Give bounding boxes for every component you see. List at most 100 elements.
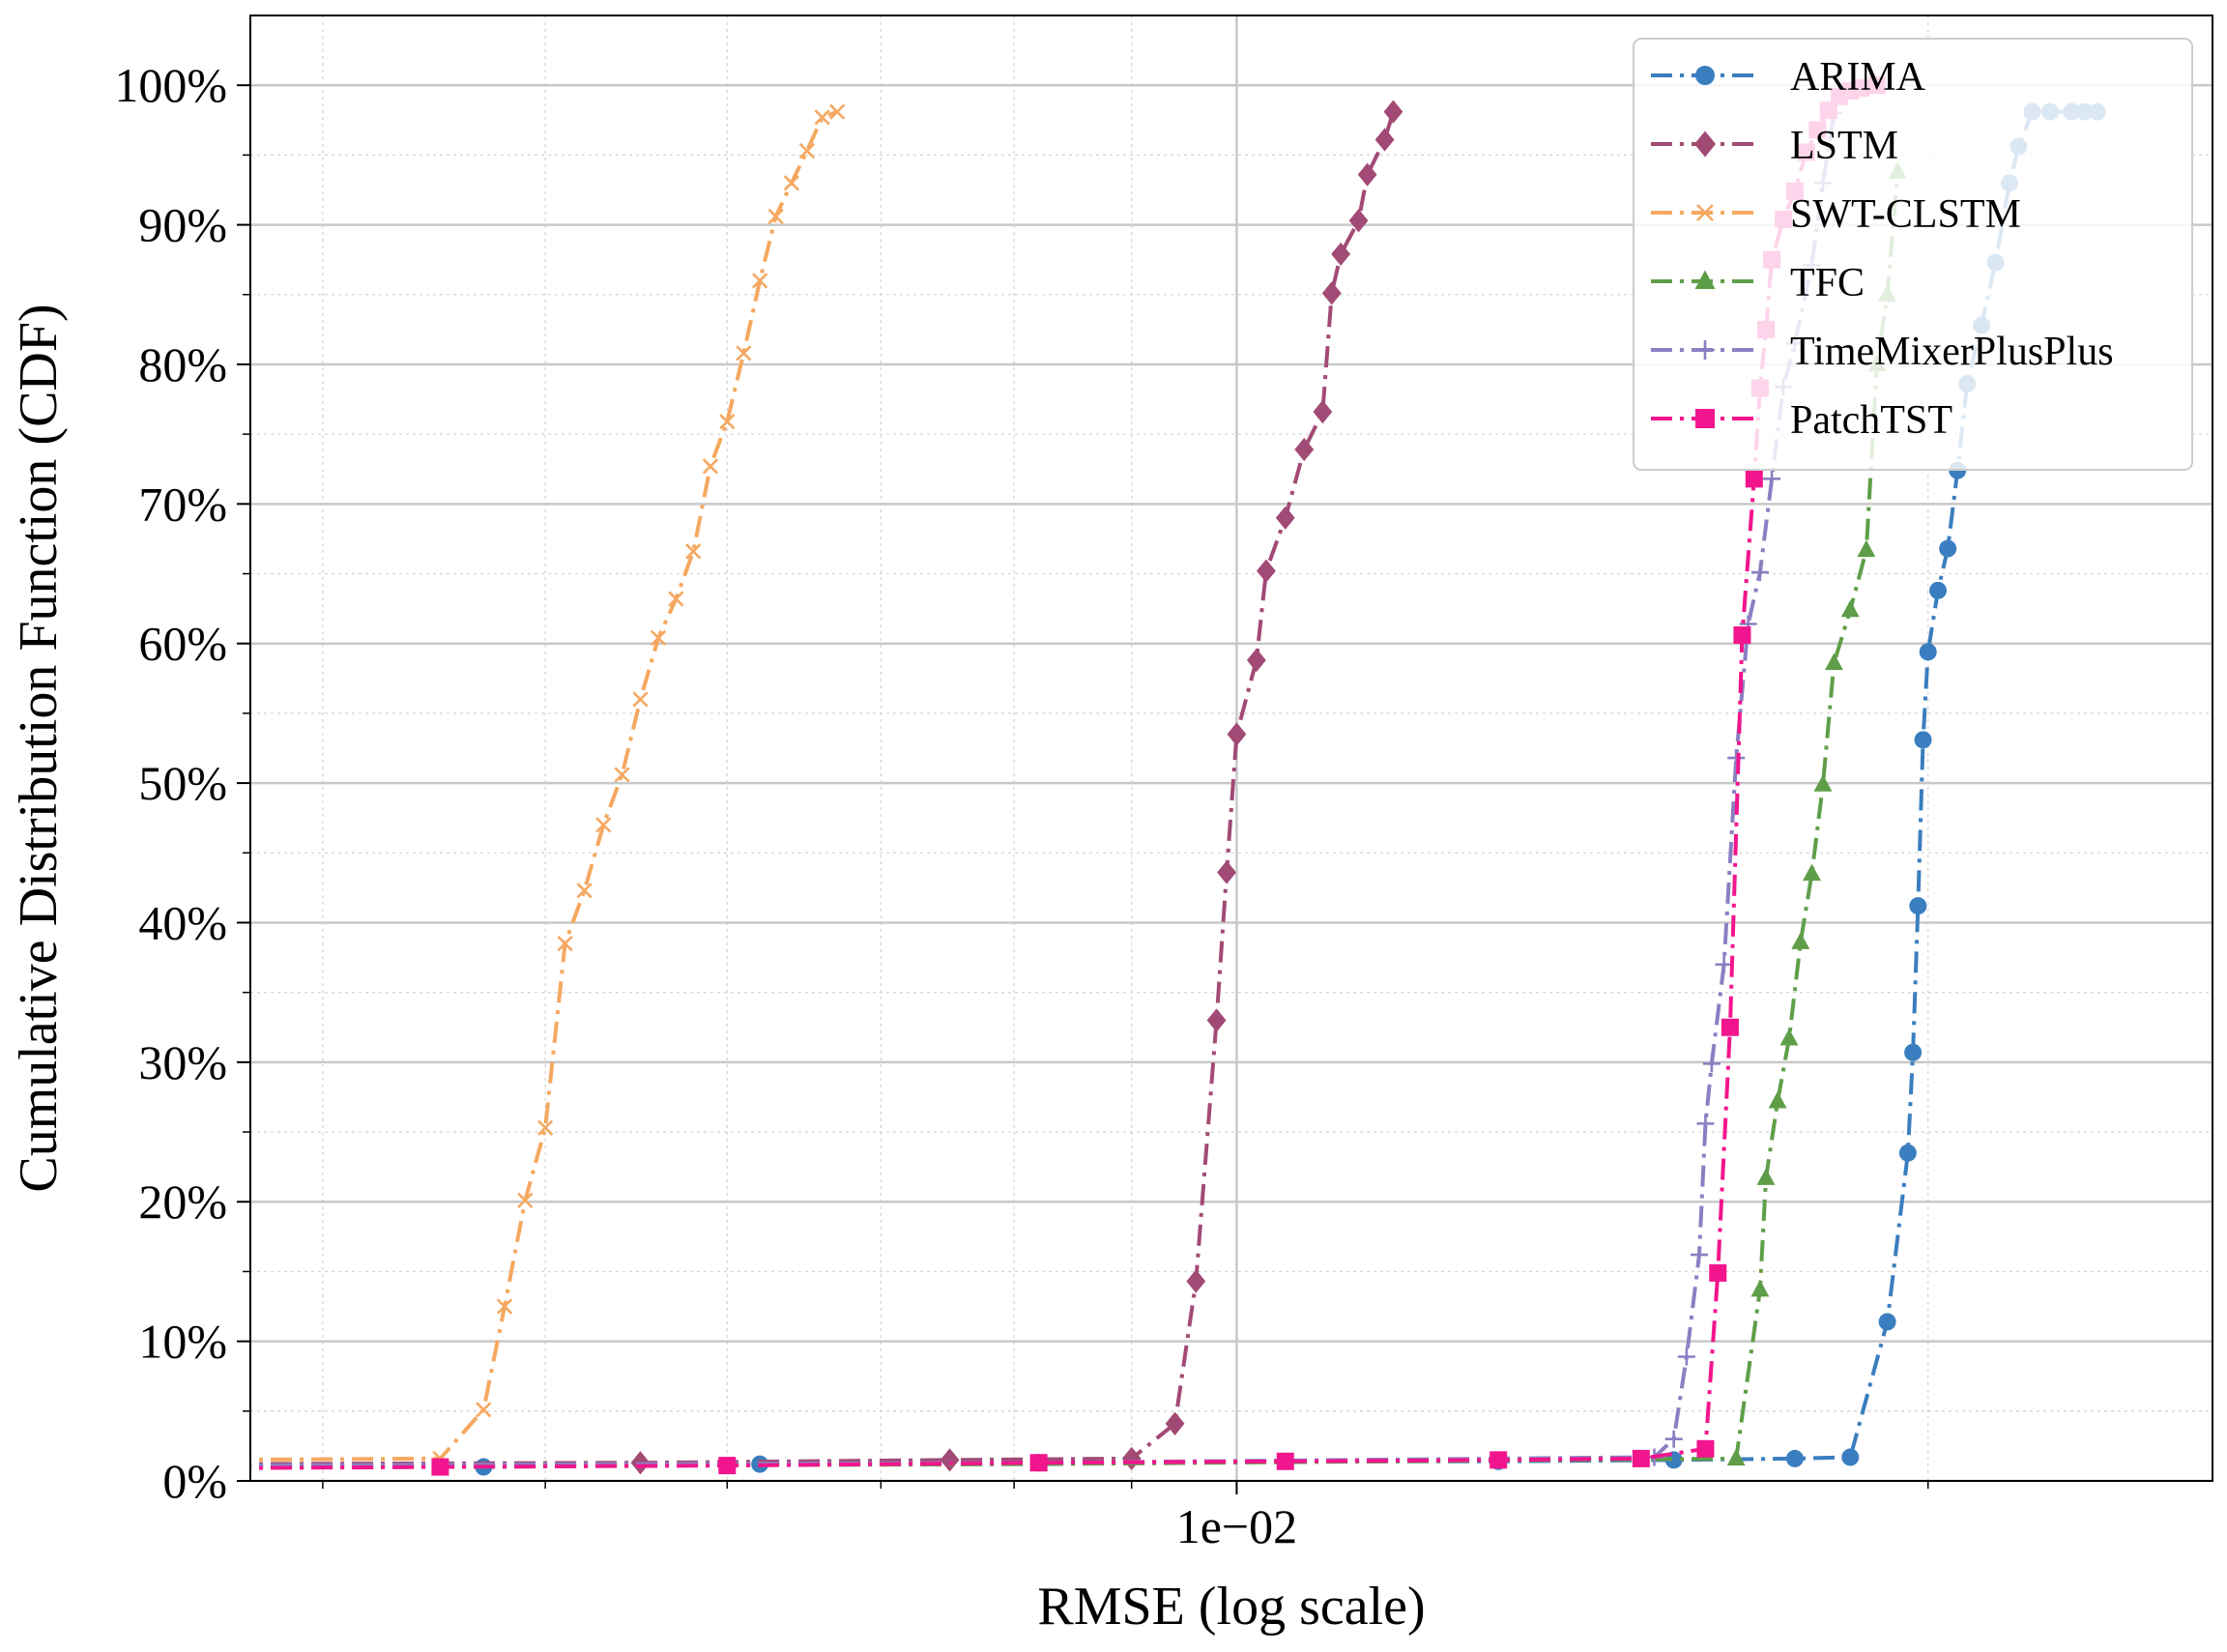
data-point: [496, 1298, 513, 1315]
data-point: [1813, 774, 1833, 792]
data-point: [1276, 1452, 1294, 1470]
data-point: [1696, 1439, 1715, 1458]
data-point: [595, 817, 612, 833]
series-swt-clstm: [250, 103, 846, 1467]
data-point-stroke: [668, 591, 684, 607]
y-tick-label: 50%: [138, 756, 227, 810]
data-point: [1904, 1043, 1923, 1061]
data-point: [1898, 1144, 1917, 1162]
data-point: [1632, 1449, 1650, 1467]
data-point-stroke: [767, 208, 784, 225]
y-tick-label: 40%: [138, 895, 227, 949]
data-point: [1756, 1168, 1776, 1185]
data-point: [1331, 242, 1351, 267]
data-point: [1664, 1430, 1683, 1448]
legend-entry: SWT-CLSTM: [1651, 192, 2021, 237]
y-tick-label: 80%: [138, 337, 227, 391]
data-point: [1695, 340, 1715, 360]
data-point: [1763, 470, 1781, 488]
data-point: [1726, 1448, 1746, 1466]
data-point: [1779, 1028, 1799, 1046]
data-point: [1878, 1313, 1896, 1331]
data-point: [1785, 1449, 1804, 1467]
data-point: [1383, 100, 1403, 124]
data-point: [1694, 130, 1716, 158]
data-point: [517, 1192, 534, 1208]
data-point: [1227, 722, 1247, 746]
data-point: [1939, 539, 1957, 558]
data-point: [798, 142, 816, 159]
legend-label: TimeMixerPlusPlus: [1790, 330, 2114, 374]
data-point: [1841, 1448, 1860, 1466]
data-point: [1914, 731, 1932, 749]
data-point: [1791, 932, 1810, 949]
y-tick-label: 0%: [162, 1454, 227, 1508]
data-point: [718, 1457, 737, 1475]
legend: ARIMA LSTM SWT-CLSTM TFC TimeMixerPlusPlus Pa…: [1633, 38, 2193, 471]
data-point-stroke: [537, 1119, 554, 1136]
y-tick-label: 70%: [138, 477, 227, 531]
data-point: [1768, 1090, 1787, 1109]
data-point: [576, 883, 593, 899]
y-tick-label: 30%: [138, 1035, 227, 1089]
data-point: [1928, 581, 1947, 599]
data-point: [537, 1119, 554, 1136]
data-point: [1206, 1008, 1227, 1032]
data-point-stroke: [476, 1402, 492, 1418]
data-point: [632, 691, 649, 708]
data-point: [1694, 270, 1716, 289]
data-point-stroke: [595, 817, 612, 833]
data-point-stroke: [814, 109, 830, 126]
data-point: [1824, 652, 1843, 671]
data-point-stroke: [736, 345, 752, 362]
y-tick-label: 20%: [138, 1174, 227, 1229]
plot-frame: [249, 14, 2213, 1482]
data-point: [1695, 66, 1715, 85]
data-point: [767, 208, 784, 225]
data-point: [1721, 1018, 1739, 1036]
data-point: [752, 273, 768, 289]
y-tick-label: 90%: [138, 198, 227, 252]
data-point: [1840, 599, 1860, 618]
axis-ticks: 0% 10% 20% 30% 40% 50% 60% 70% 80% 90% 100% 1e−02: [114, 58, 1929, 1553]
data-point: [431, 1458, 449, 1476]
data-point: [1696, 1115, 1715, 1133]
data-point-stroke: [557, 936, 573, 952]
y-tick-label: 10%: [138, 1315, 227, 1369]
data-point: [1750, 564, 1769, 582]
series-lstm: [250, 100, 1403, 1475]
data-point-stroke: [496, 1298, 513, 1315]
data-point-stroke: [517, 1192, 534, 1208]
legend-label: TFC: [1790, 261, 1865, 305]
x-tick-label: 1e−02: [1176, 1499, 1297, 1553]
legend-label: SWT-CLSTM: [1790, 192, 2021, 237]
minor-horizontal-gridlines: [250, 154, 2213, 1412]
legend-entry: ARIMA: [1651, 55, 1926, 100]
data-point: [1715, 955, 1733, 973]
data-point: [1677, 1348, 1695, 1366]
data-point: [1348, 209, 1369, 233]
y-axis-title: Cumulative Distribution Function (CDF): [9, 304, 69, 1192]
data-point-stroke: [685, 543, 702, 560]
series-line: [250, 111, 1396, 1466]
data-point: [719, 414, 736, 430]
data-point: [736, 345, 752, 362]
y-tick-label: 60%: [138, 617, 227, 671]
data-point: [650, 629, 667, 647]
data-point: [1919, 643, 1937, 661]
data-point: [1257, 559, 1276, 583]
data-point-stroke: [614, 767, 630, 783]
data-point: [1186, 1269, 1206, 1293]
data-point: [1357, 162, 1377, 187]
data-point: [829, 103, 846, 120]
data-point: [557, 936, 573, 952]
data-point-stroke: [632, 691, 649, 708]
x-axis-title: RMSE (log scale): [1037, 1577, 1425, 1637]
legend-entry: TFC: [1651, 261, 1865, 305]
data-point: [1709, 1263, 1727, 1282]
legend-label: LSTM: [1790, 124, 1898, 168]
data-point: [1313, 399, 1333, 424]
data-point: [1690, 1246, 1708, 1264]
data-point: [1745, 470, 1763, 488]
